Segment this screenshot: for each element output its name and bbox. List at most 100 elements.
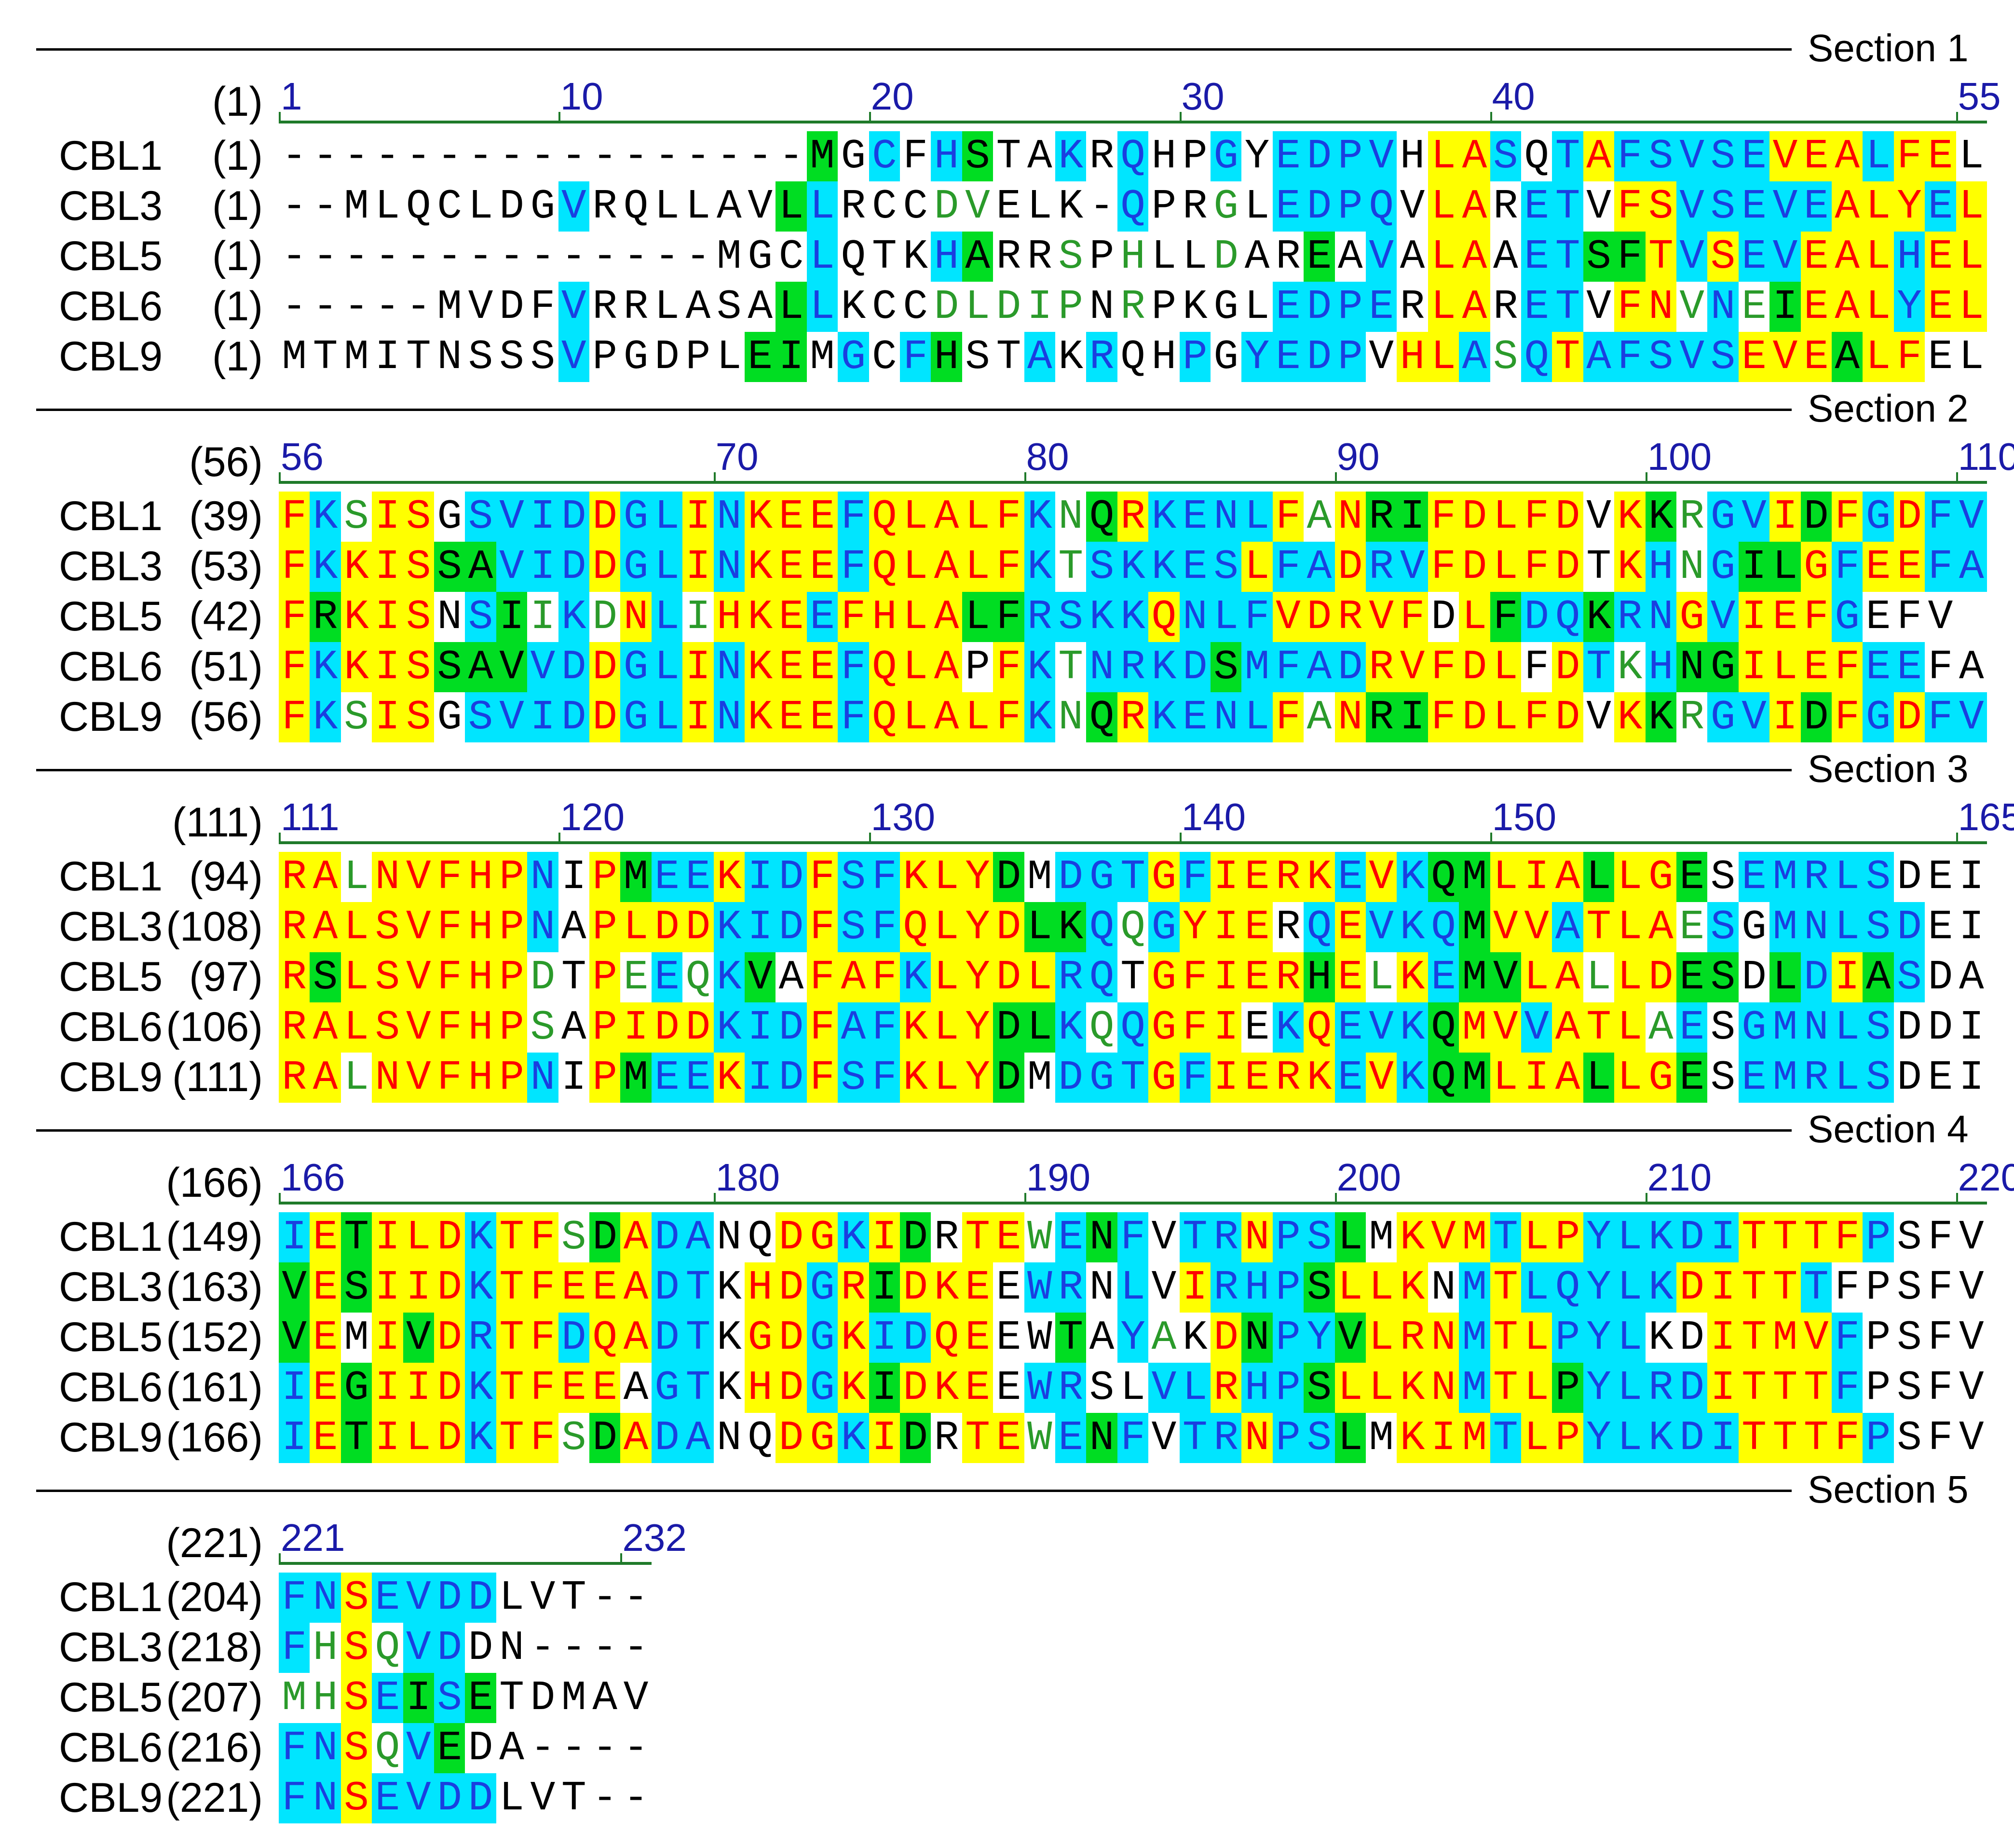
residue: F [1521, 692, 1552, 742]
residue: I [1397, 692, 1428, 742]
residue: A [1337, 233, 1363, 280]
residue: L [1863, 282, 1894, 332]
residue: D [900, 1413, 931, 1463]
residue: G [806, 1363, 838, 1413]
ruler-tick [279, 472, 281, 482]
ruler-tick [1334, 472, 1337, 482]
sequence-name: CBL1 [59, 853, 163, 900]
residue: T [1800, 1413, 1832, 1463]
residue: A [620, 1313, 652, 1363]
residue: I [372, 492, 403, 542]
residue: D [1742, 954, 1767, 1001]
residue: I [279, 1413, 310, 1463]
residue: Q [1148, 592, 1180, 642]
residue: T [962, 1413, 993, 1463]
residue: - [282, 283, 307, 330]
residue: F [1928, 643, 1953, 691]
residue: K [900, 1002, 931, 1053]
residue: A [838, 1002, 869, 1053]
residue: W [1027, 1414, 1052, 1462]
residue: S [468, 333, 493, 381]
residue: S [1304, 1413, 1335, 1463]
residue: V [1490, 952, 1521, 1002]
sequence-name: CBL1 [59, 1214, 163, 1260]
residue: V [1959, 1264, 1984, 1311]
residue: R [1086, 332, 1117, 382]
sequence-name: CBL9 [59, 1054, 163, 1100]
residue: L [375, 183, 400, 230]
residue: P [496, 952, 528, 1002]
residue: G [620, 542, 652, 592]
residue: R [1272, 852, 1304, 902]
residue: D [1679, 1314, 1704, 1361]
ruler-number: 80 [1026, 435, 1069, 478]
sequence-name: CBL6 [59, 1004, 163, 1050]
residue: V [1800, 1313, 1832, 1363]
ruler-start-index: (56) [189, 439, 263, 485]
residue: G [1148, 852, 1180, 902]
residue: Y [962, 852, 993, 902]
residue: S [499, 333, 524, 381]
residue: S [962, 131, 993, 181]
residue: I [1707, 1363, 1739, 1413]
residue: E [310, 1212, 341, 1262]
residue: F [1241, 592, 1273, 642]
residue: S [1707, 902, 1739, 952]
residue: T [1586, 543, 1611, 590]
residue: D [1893, 492, 1925, 542]
residue: V [1928, 593, 1953, 641]
residue: I [372, 592, 403, 642]
sequence-name: CBL6 [59, 643, 163, 690]
residue: L [499, 1574, 524, 1621]
residue: F [806, 852, 838, 902]
residue: Q [1086, 492, 1117, 542]
residue: F [1179, 852, 1211, 902]
residue: K [1055, 1002, 1087, 1053]
residue: E [962, 1313, 993, 1363]
residue: S [1863, 1053, 1894, 1103]
residue: R [1679, 694, 1704, 741]
residue: M [344, 183, 369, 230]
residue: G [1148, 1002, 1180, 1053]
sequence-name: CBL3 [59, 903, 163, 950]
residue: V [403, 852, 434, 902]
residue: I [1179, 1262, 1211, 1313]
residue: T [1490, 1413, 1521, 1463]
sequence-start-position: (1) [212, 183, 263, 229]
residue: F [1928, 1264, 1953, 1311]
residue: K [903, 233, 928, 280]
residue: S [716, 283, 742, 330]
residue: E [1738, 332, 1770, 382]
residue: D [1800, 952, 1832, 1002]
ruler-number: 90 [1336, 435, 1380, 478]
residue: S [1893, 952, 1925, 1002]
residue: N [1431, 1264, 1456, 1311]
residue: L [1244, 283, 1270, 330]
residue: E [1244, 1004, 1270, 1051]
residue: N [1086, 1212, 1117, 1262]
residue: - [685, 133, 711, 180]
ruler-number: 165 [1958, 795, 2014, 838]
residue: F [434, 902, 465, 952]
residue: L [1428, 181, 1459, 232]
residue: T [871, 233, 897, 280]
residue: C [871, 283, 897, 330]
residue: H [465, 952, 496, 1002]
residue: N [1086, 1413, 1117, 1463]
sequence-name: CBL1 [59, 493, 163, 539]
residue: V [1521, 1002, 1552, 1053]
residue: M [282, 1674, 307, 1722]
residue: - [468, 133, 493, 180]
residue: V [1334, 1313, 1366, 1363]
residue: F [434, 1002, 465, 1053]
residue: E [776, 492, 807, 542]
residue: H [1241, 1262, 1273, 1313]
residue: V [1148, 1363, 1180, 1413]
residue: T [1179, 1413, 1211, 1463]
residue: K [1086, 592, 1117, 642]
residue: T [996, 333, 1021, 381]
residue: D [468, 1725, 493, 1772]
position-ruler [279, 481, 1987, 484]
residue: E [1521, 282, 1552, 332]
residue: L [1769, 542, 1801, 592]
